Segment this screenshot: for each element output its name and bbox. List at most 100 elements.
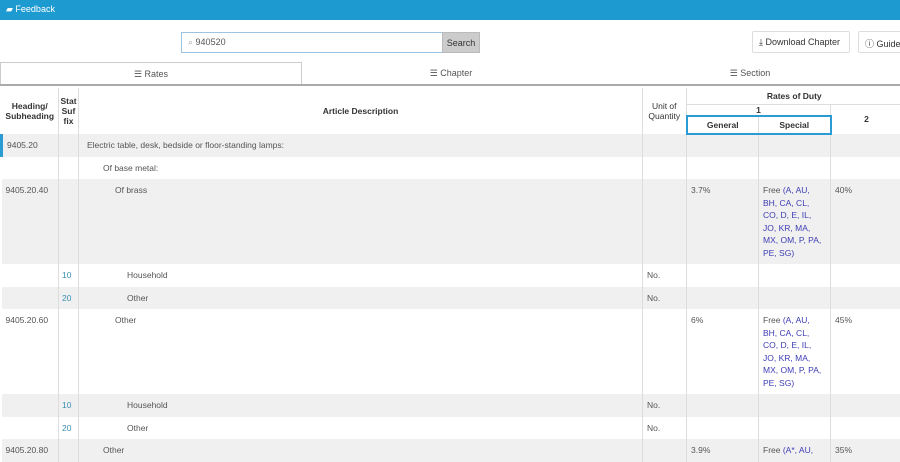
col-special[interactable]: Special	[759, 116, 831, 134]
heading-cell	[2, 394, 59, 417]
col-general[interactable]: General	[687, 116, 759, 134]
column2-rate-cell: 35%	[831, 439, 900, 462]
download-label: Download Chapter	[766, 37, 841, 47]
unit-cell: No.	[643, 417, 687, 440]
stat-suffix-cell	[59, 309, 79, 394]
stat-suffix-cell	[59, 179, 79, 264]
column2-rate-cell: 40%	[831, 179, 900, 264]
column2-rate-cell: 45%	[831, 309, 900, 394]
description-cell: Household	[79, 264, 643, 287]
unit-cell	[643, 439, 687, 462]
stat-suffix-cell	[59, 157, 79, 180]
unit-cell: No.	[643, 287, 687, 310]
search-button[interactable]: Search	[442, 32, 480, 53]
unit-cell	[643, 179, 687, 264]
special-rate-cell	[759, 157, 831, 180]
column2-rate-cell	[831, 417, 900, 440]
column2-rate-cell	[831, 394, 900, 417]
special-rate-cell	[759, 394, 831, 417]
general-rate-cell	[687, 394, 759, 417]
column2-rate-cell	[831, 134, 900, 157]
chat-icon: ▰	[6, 4, 15, 14]
general-rate-cell	[687, 264, 759, 287]
column2-rate-cell	[831, 157, 900, 180]
heading-cell	[2, 157, 59, 180]
general-rate-cell: 3.7%	[687, 179, 759, 264]
special-rate-cell	[759, 264, 831, 287]
special-rate-cell	[759, 287, 831, 310]
description-cell: Of brass	[79, 179, 643, 264]
heading-cell: 9405.20.60	[2, 309, 59, 394]
general-rate-cell	[687, 287, 759, 310]
heading-cell: 9405.20.40	[2, 179, 59, 264]
list-icon: ☰	[730, 68, 741, 78]
list-icon: ☰	[430, 68, 441, 78]
heading-cell: 9405.20	[2, 134, 59, 157]
guide-label: Guide	[877, 39, 900, 49]
feedback-label: Feedback	[15, 4, 55, 14]
table-row: 9405.20.80 Other 3.9%Free (A*, AU,35%	[2, 439, 900, 462]
tab-label: Rates	[145, 69, 169, 79]
table-row: Of base metal:	[2, 157, 900, 180]
unit-cell: No.	[643, 394, 687, 417]
tab-label: Section	[740, 68, 770, 78]
search-input[interactable]: ⌕ 940520	[181, 32, 443, 53]
stat-suffix-cell[interactable]: 20	[59, 417, 79, 440]
unit-cell	[643, 134, 687, 157]
col-stat: Stat Suf fix	[59, 88, 79, 134]
special-rate-cell: Free (A*, AU,	[759, 439, 831, 462]
description-cell: Other	[79, 287, 643, 310]
tab-rates[interactable]: ☰ Rates	[0, 62, 302, 84]
stat-suffix-cell	[59, 134, 79, 157]
general-rate-cell	[687, 417, 759, 440]
table-row: 9405.20.40 Of brass 3.7%Free (A, AU, BH, C…	[2, 179, 900, 264]
stat-suffix-cell[interactable]: 10	[59, 264, 79, 287]
col-1: 1	[687, 104, 831, 116]
search-value: 940520	[196, 37, 226, 47]
heading-cell	[2, 417, 59, 440]
tab-chapter[interactable]: ☰ Chapter	[302, 62, 600, 84]
general-rate-cell	[687, 157, 759, 180]
heading-cell	[2, 264, 59, 287]
special-rate-cell: Free (A, AU, BH, CA, CL, CO, D, E, IL, J…	[759, 179, 831, 264]
special-rate-cell: Free (A, AU, BH, CA, CL, CO, D, E, IL, J…	[759, 309, 831, 394]
col-description: Article Description	[79, 88, 643, 134]
unit-cell	[643, 157, 687, 180]
heading-cell: 9405.20.80	[2, 439, 59, 462]
description-cell: Of base metal:	[79, 157, 643, 180]
column2-rate-cell	[831, 264, 900, 287]
tab-bar: ☰ Rates ☰ Chapter ☰ Section	[0, 62, 900, 86]
download-chapter-button[interactable]: ⤓ Download Chapter	[752, 31, 850, 53]
col-rates: Rates of Duty	[687, 88, 900, 104]
download-icon: ⤓	[759, 37, 763, 47]
search-icon: ⌕	[188, 37, 196, 47]
guide-button[interactable]: ⓘ Guide	[858, 31, 900, 53]
description-cell: Other	[79, 439, 643, 462]
col-unit: Unit of Quantity	[643, 88, 687, 134]
unit-cell	[643, 309, 687, 394]
description-cell: Other	[79, 309, 643, 394]
general-rate-cell: 3.9%	[687, 439, 759, 462]
special-rate-cell	[759, 134, 831, 157]
list-icon: ☰	[134, 69, 145, 79]
col-heading: Heading/ Subheading	[2, 88, 59, 134]
tab-section[interactable]: ☰ Section	[600, 62, 900, 84]
feedback-bar[interactable]: ▰ Feedback	[0, 0, 900, 20]
column2-rate-cell	[831, 287, 900, 310]
stat-suffix-cell[interactable]: 10	[59, 394, 79, 417]
col-2: 2	[831, 104, 900, 134]
stat-suffix-cell[interactable]: 20	[59, 287, 79, 310]
description-cell: Other	[79, 417, 643, 440]
general-rate-cell	[687, 134, 759, 157]
special-rate-cell	[759, 417, 831, 440]
stat-suffix-cell	[59, 439, 79, 462]
tab-label: Chapter	[440, 68, 472, 78]
heading-cell	[2, 287, 59, 310]
